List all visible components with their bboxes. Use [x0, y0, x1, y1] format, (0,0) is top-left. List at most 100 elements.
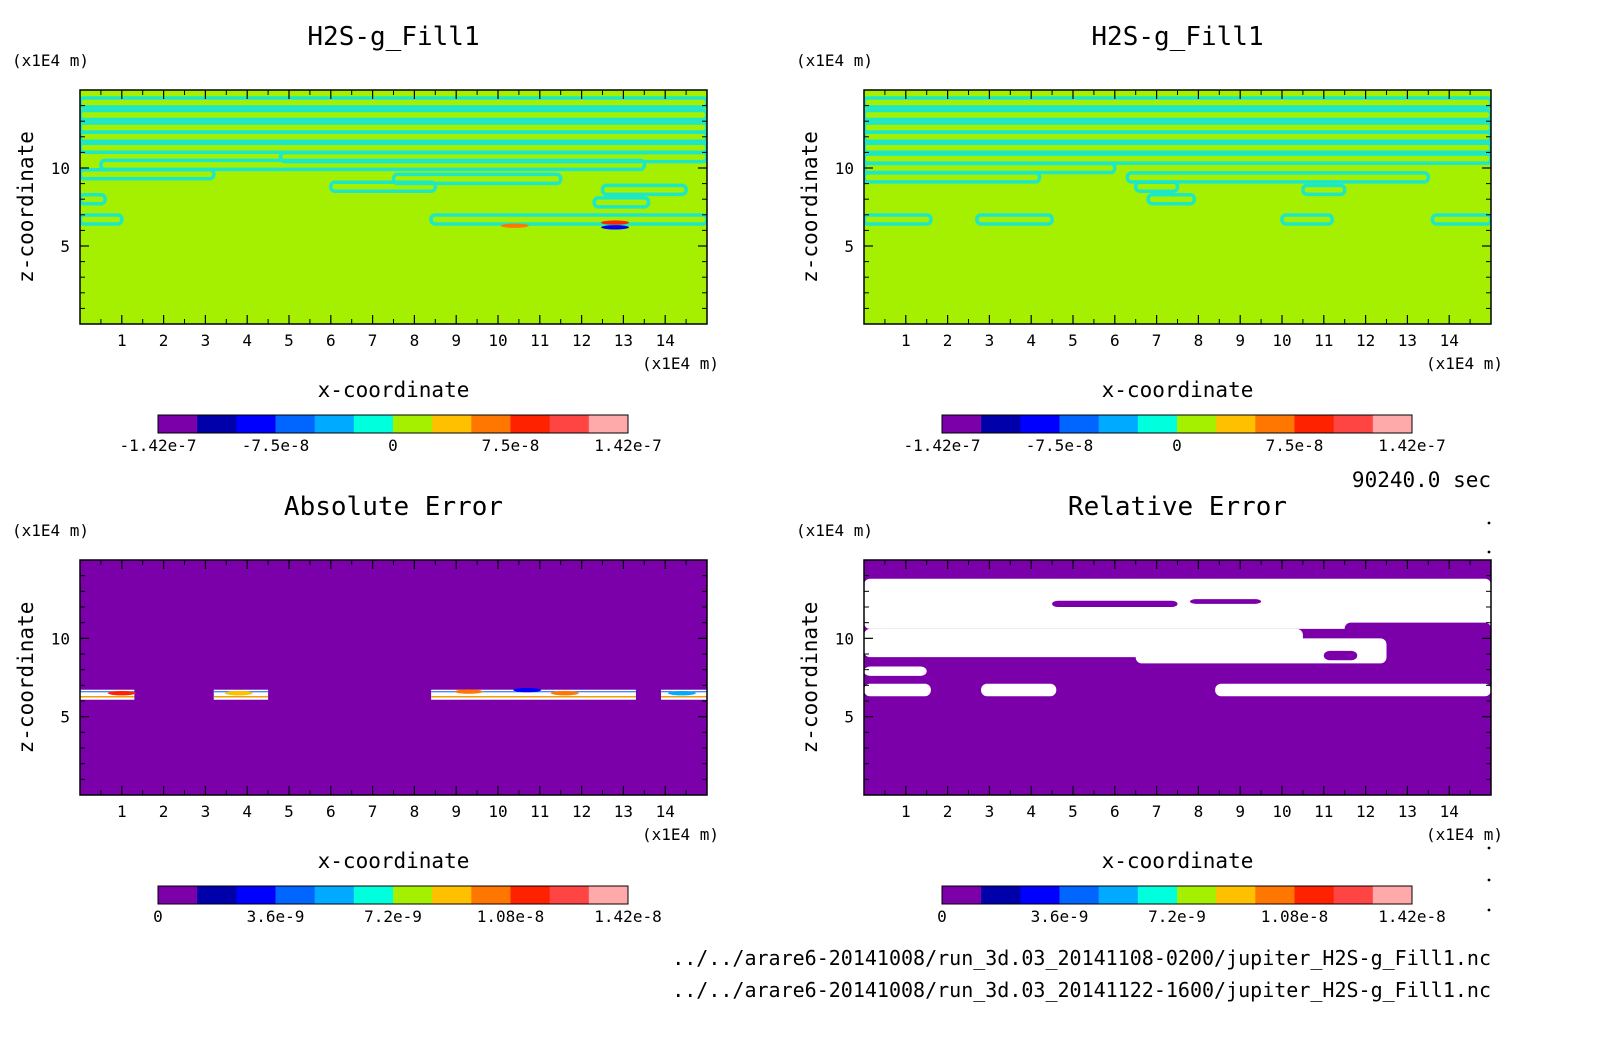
plot-area — [864, 90, 1491, 324]
colorbar-swatch — [1294, 415, 1335, 433]
contour-band — [429, 213, 707, 226]
colorbar-label: 7.2e-9 — [1148, 907, 1206, 926]
colorbar-swatch — [158, 415, 198, 433]
y-tick-label: 10 — [835, 159, 854, 178]
hotspot-mark — [500, 223, 529, 228]
contour-band — [431, 689, 636, 700]
x-tick-label: 1 — [901, 331, 911, 350]
x-tick-label: 14 — [656, 802, 675, 821]
x-unit-label: (x1E4 m) — [642, 354, 719, 373]
x-tick-label: 9 — [451, 802, 461, 821]
x-tick-label: 13 — [614, 802, 633, 821]
colorbar-swatch — [1137, 886, 1178, 904]
colorbar-label: 0 — [1172, 436, 1182, 455]
x-tick-label: 1 — [117, 802, 127, 821]
plot-title: Absolute Error — [284, 492, 503, 522]
colorbar-swatch — [981, 886, 1021, 904]
colorbar-swatch — [1333, 886, 1374, 904]
colorbar-swatch — [471, 886, 511, 904]
colorbar-swatch — [1294, 886, 1335, 904]
contour-band — [80, 130, 707, 144]
x-tick-label: 12 — [572, 802, 591, 821]
hotspot-mark — [224, 690, 253, 696]
x-tick-label: 4 — [242, 331, 252, 350]
x-tick-label: 7 — [1152, 331, 1162, 350]
x-tick-label: 14 — [656, 331, 675, 350]
panel-1 — [79, 89, 708, 434]
x-tick-label: 5 — [284, 802, 294, 821]
x-tick-label: 3 — [201, 331, 211, 350]
x-tick-label: 7 — [1152, 802, 1162, 821]
colorbar-swatch — [942, 415, 982, 433]
x-tick-label: 1 — [117, 331, 127, 350]
x-tick-label: 9 — [451, 331, 461, 350]
colorbar-swatch — [1216, 415, 1256, 433]
x-tick-label: 13 — [1398, 802, 1417, 821]
x-tick-label: 6 — [1110, 331, 1120, 350]
contour-band — [600, 183, 688, 197]
x-tick-label: 13 — [614, 331, 633, 350]
x-tick-label: 8 — [1194, 802, 1204, 821]
contour-band — [864, 213, 933, 226]
x-tick-label: 11 — [530, 802, 549, 821]
colorbar-label: 1.42e-8 — [594, 907, 661, 926]
plot-background — [864, 90, 1491, 324]
x-tick-label: 4 — [242, 802, 252, 821]
colorbar-swatch — [1059, 886, 1100, 904]
colorbar-swatch — [1020, 415, 1060, 433]
x-tick-label: 7 — [368, 802, 378, 821]
y-tick-label: 10 — [51, 629, 70, 648]
colorbar-label: -1.42e-7 — [119, 436, 196, 455]
x-axis-label: x-coordinate — [318, 378, 470, 402]
margin-dot — [1487, 550, 1491, 554]
x-tick-label: 12 — [1356, 802, 1375, 821]
panel-4 — [863, 559, 1492, 905]
x-tick-label: 11 — [530, 331, 549, 350]
colorbar-label: 1.08e-8 — [477, 907, 544, 926]
colorbar-swatch — [549, 886, 590, 904]
plot-background — [80, 560, 707, 795]
colorbar-swatch — [314, 415, 355, 433]
colorbar-swatch — [353, 415, 394, 433]
contour-band — [592, 196, 651, 209]
colorbar-frame — [941, 414, 1413, 434]
colorbar-swatch — [353, 886, 394, 904]
margin-dot — [1487, 846, 1491, 850]
x-tick-label: 8 — [410, 331, 420, 350]
colorbar-swatch — [1255, 886, 1295, 904]
colorbar-swatch — [236, 886, 276, 904]
contour-band — [391, 172, 563, 186]
x-tick-label: 2 — [159, 802, 169, 821]
colorbar-swatch — [1177, 886, 1217, 904]
x-tick-label: 2 — [943, 331, 953, 350]
colorbar-label: 7.5e-8 — [482, 436, 540, 455]
x-tick-label: 11 — [1314, 802, 1333, 821]
purple-region — [1190, 599, 1262, 604]
plot-title: H2S-g_Fill1 — [307, 22, 479, 52]
x-tick-label: 4 — [1026, 802, 1036, 821]
colorbar-swatch — [158, 886, 198, 904]
x-tick-label: 6 — [326, 331, 336, 350]
x-tick-label: 12 — [1356, 331, 1375, 350]
contour-band — [80, 689, 135, 700]
time-label: 90240.0 sec — [1352, 468, 1491, 492]
contour-band — [864, 130, 1491, 144]
x-unit-label: (x1E4 m) — [642, 825, 719, 844]
colorbar-swatch — [942, 886, 982, 904]
colorbar-frame — [157, 885, 629, 905]
colorbar-swatch — [197, 886, 237, 904]
colorbar-swatch — [1255, 415, 1295, 433]
white-region — [864, 666, 927, 676]
hotspot-mark — [601, 220, 630, 225]
x-axis-label: x-coordinate — [1102, 378, 1254, 402]
y-tick-label: 5 — [60, 708, 70, 727]
colorbar-label: 7.2e-9 — [364, 907, 422, 926]
colorbar-frame — [941, 885, 1413, 905]
y-unit-label: (x1E4 m) — [12, 521, 89, 540]
colorbar-swatch — [236, 415, 276, 433]
margin-dot — [1487, 908, 1491, 912]
contour-band — [975, 213, 1054, 226]
panel-3 — [79, 559, 708, 905]
x-tick-label: 3 — [985, 331, 995, 350]
y-axis-label: z-coordinate — [14, 602, 38, 754]
